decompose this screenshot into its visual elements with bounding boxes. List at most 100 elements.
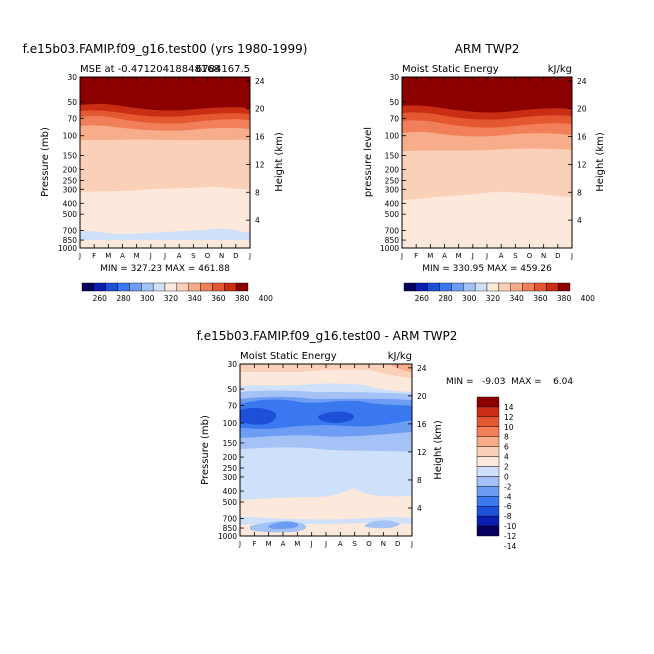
- x-tick-label: N: [541, 252, 546, 260]
- colorbar-label: 280: [116, 294, 131, 303]
- y-tick-label: 150: [385, 151, 400, 160]
- colorbar-label: 400: [581, 294, 596, 303]
- colorbar-label: 320: [164, 294, 179, 303]
- x-tick-label: O: [205, 252, 211, 260]
- colorbar-label: -12: [504, 532, 516, 541]
- x-tick-label: A: [338, 540, 343, 548]
- y-tick-label: 200: [385, 166, 400, 175]
- y-tick-label: 200: [63, 166, 78, 175]
- y2-tick-label: 4: [417, 504, 422, 513]
- colorbar: 260 280 300 320 340 360 380 400: [81, 282, 274, 303]
- colorbar-label: -10: [504, 522, 516, 531]
- colorbar-label: -4: [504, 492, 512, 501]
- colorbar-swatch: [476, 416, 500, 427]
- colorbar-swatch: [476, 396, 500, 408]
- x-tick-label: A: [442, 252, 447, 260]
- colorbar-swatch: [476, 466, 500, 477]
- colorbar-swatch: [129, 282, 142, 292]
- minmax-label: MIN = -9.03 MAX = 6.04: [446, 377, 573, 387]
- x-tick-label: D: [555, 252, 560, 260]
- y-tick-label: 50: [389, 98, 399, 107]
- colorbar-label: 300: [462, 294, 477, 303]
- y-tick-label: 850: [223, 524, 238, 533]
- y-tick-label: 400: [385, 199, 400, 208]
- y-tick-label: 50: [67, 98, 77, 107]
- y2-tick-label: 8: [577, 188, 582, 197]
- colorbar-label: 400: [259, 294, 274, 303]
- y-tick-label: 1000: [218, 532, 237, 541]
- colorbar-swatch: [224, 282, 237, 292]
- panel-subtitle-left: Moist Static Energy: [240, 351, 337, 362]
- x-tick-label: J: [78, 252, 81, 260]
- x-tick-label: J: [163, 252, 166, 260]
- colorbar-label: -14: [504, 542, 516, 551]
- colorbar-label: 280: [438, 294, 453, 303]
- colorbar-swatch: [415, 282, 428, 292]
- colorbar-swatch: [476, 436, 500, 447]
- x-tick-label: D: [233, 252, 238, 260]
- colorbar-swatch: [152, 282, 166, 292]
- y-tick-label: 700: [385, 227, 400, 236]
- y-tick-label: 200: [223, 453, 238, 462]
- x-tick-label: F: [92, 252, 96, 260]
- colorbar-label: 360: [211, 294, 226, 303]
- colorbar-swatch: [117, 282, 130, 292]
- x-tick-label: J: [149, 252, 152, 260]
- colorbar-swatch: [476, 426, 500, 437]
- x-tick-label: D: [395, 540, 400, 548]
- y-tick-label: 150: [223, 439, 238, 448]
- y-tick-label: 30: [227, 360, 237, 369]
- colorbar-swatch: [476, 446, 500, 457]
- colorbar-swatch: [534, 282, 547, 292]
- colorbar-label: 380: [557, 294, 572, 303]
- colorbar-label: 12: [504, 413, 514, 422]
- x-tick-label: M: [294, 540, 300, 548]
- y2-tick-label: 8: [417, 476, 422, 485]
- minmax-label: MIN = 330.95 MAX = 459.26: [422, 264, 552, 274]
- colorbar-swatch: [93, 282, 106, 292]
- panel-difference: f.e15b03.FAMIP.f09_g16.test00 - ARM TWP2…: [197, 329, 574, 551]
- colorbar-label: 340: [509, 294, 524, 303]
- colorbar-swatch: [427, 282, 440, 292]
- contour-field: [80, 77, 250, 248]
- colorbar-swatch: [463, 282, 476, 292]
- panel-title: ARM TWP2: [455, 42, 520, 56]
- colorbar-swatch: [81, 282, 95, 292]
- y-tick-label: 850: [385, 236, 400, 245]
- y-tick-label: 50: [227, 385, 237, 394]
- y-tick-label: 500: [385, 210, 400, 219]
- panel-subtitle-left: Moist Static Energy: [402, 64, 499, 75]
- x-tick-label: N: [219, 252, 224, 260]
- minmax-label: MIN = 327.23 MAX = 461.88: [100, 264, 230, 274]
- x-tick-label: A: [499, 252, 504, 260]
- y2-tick-label: 4: [255, 216, 260, 225]
- y2-tick-label: 16: [417, 420, 427, 429]
- y2-tick-label: 24: [577, 77, 587, 86]
- y2-tick-label: 12: [417, 448, 427, 457]
- y-tick-label: 70: [389, 114, 399, 123]
- y-tick-label: 300: [63, 185, 78, 194]
- panel-subtitle-left: MSE at -0.47120418848168: [80, 64, 220, 75]
- x-tick-label: S: [191, 252, 196, 260]
- panel-observation: ARM TWP2 Moist Static Energy kJ/kg 30 50 7…: [363, 42, 606, 303]
- y-axis-label: pressure level: [363, 127, 374, 197]
- y2-tick-label: 16: [577, 133, 587, 142]
- colorbar-swatch: [476, 486, 500, 497]
- y-tick-label: 500: [223, 498, 238, 507]
- contour-field: [240, 364, 412, 536]
- x-tick-label: J: [248, 252, 251, 260]
- y2-axis-label: Height (km): [433, 420, 444, 480]
- x-tick-label: A: [120, 252, 125, 260]
- y2-tick-label: 24: [255, 77, 265, 86]
- x-tick-label: F: [414, 252, 418, 260]
- colorbar-swatch: [476, 456, 500, 467]
- x-tick-label: M: [105, 252, 111, 260]
- y-tick-label: 500: [63, 210, 78, 219]
- band-low-neg2-right: [365, 520, 400, 529]
- y2-tick-label: 4: [577, 216, 582, 225]
- y-axis-label: Pressure (mb): [40, 127, 51, 197]
- colorbar-label: 4: [504, 453, 509, 462]
- y-tick-label: 700: [63, 227, 78, 236]
